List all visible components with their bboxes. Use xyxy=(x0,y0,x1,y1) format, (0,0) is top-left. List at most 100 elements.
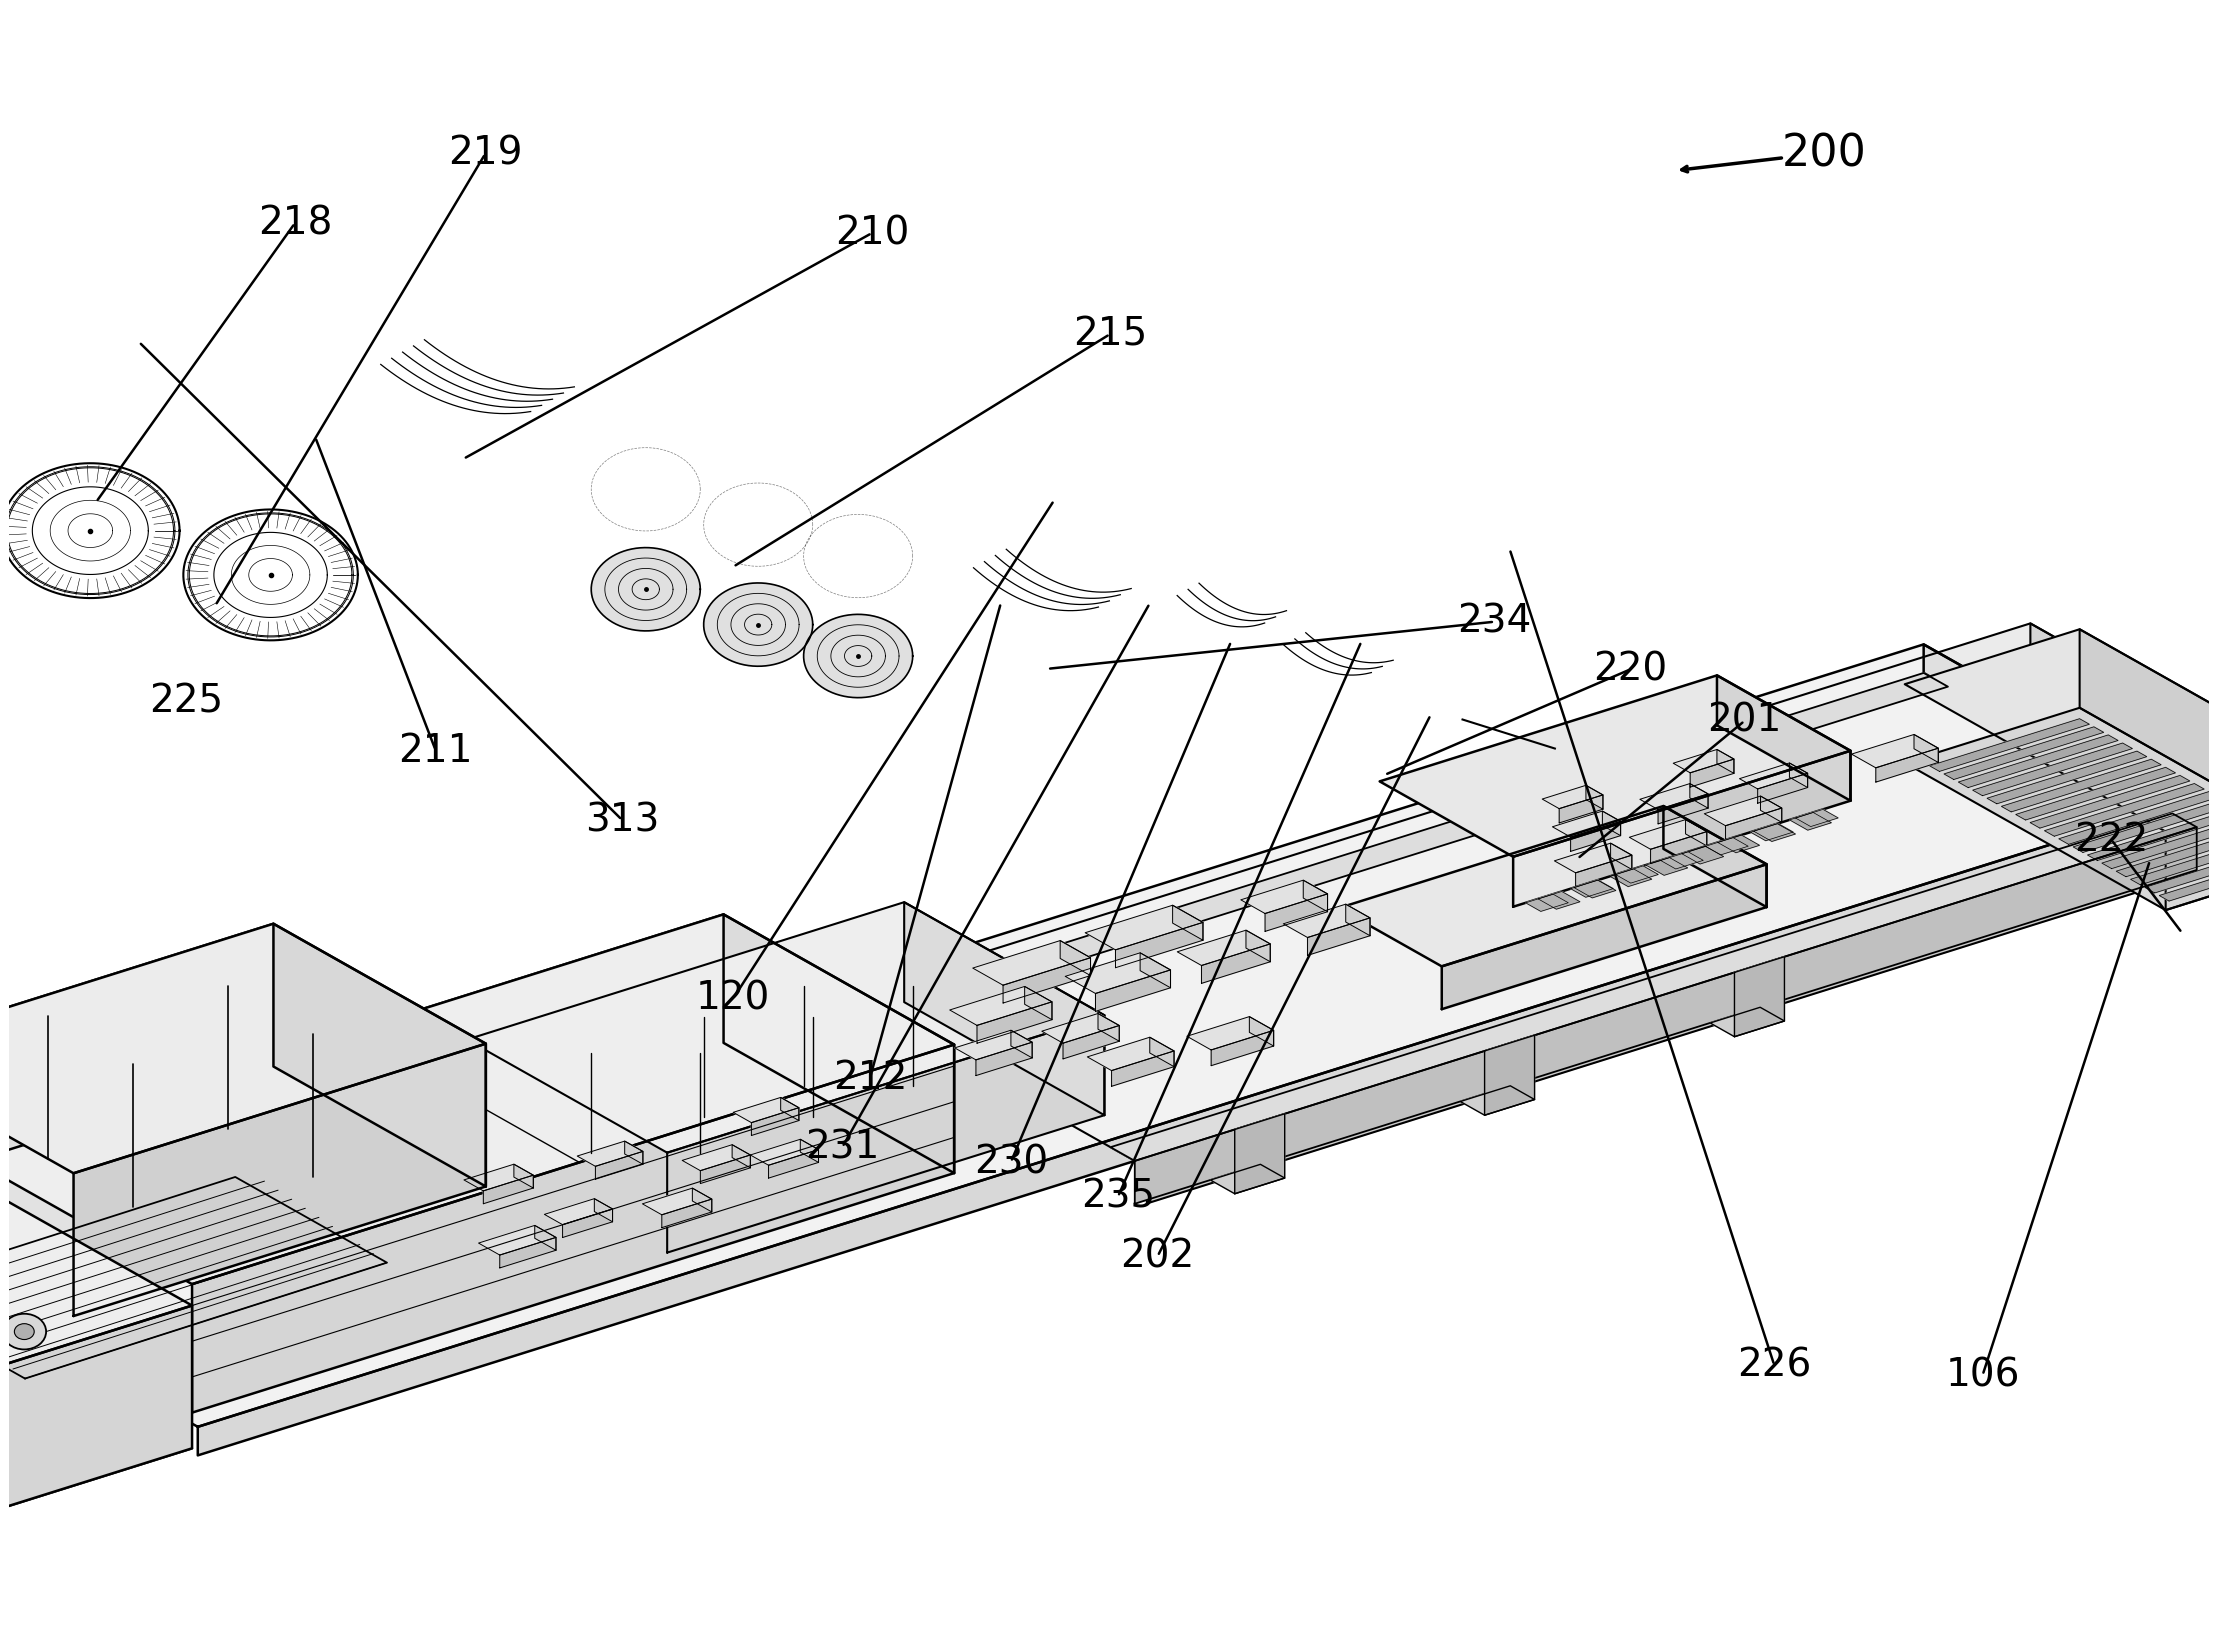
Polygon shape xyxy=(1304,880,1329,911)
Polygon shape xyxy=(2131,832,2218,885)
Polygon shape xyxy=(732,1144,750,1167)
Polygon shape xyxy=(1178,931,1271,965)
Polygon shape xyxy=(273,924,486,1187)
Polygon shape xyxy=(1757,773,1808,803)
Polygon shape xyxy=(1062,1026,1120,1059)
Polygon shape xyxy=(515,1164,532,1189)
Polygon shape xyxy=(479,1225,557,1254)
Polygon shape xyxy=(535,1225,557,1250)
Polygon shape xyxy=(703,583,812,667)
Polygon shape xyxy=(468,901,1105,1153)
Polygon shape xyxy=(0,924,486,1174)
Polygon shape xyxy=(73,1044,486,1315)
Polygon shape xyxy=(2058,791,2218,844)
Polygon shape xyxy=(1140,952,1171,988)
Polygon shape xyxy=(1136,828,2196,1204)
Polygon shape xyxy=(1111,1051,1173,1087)
Polygon shape xyxy=(1085,905,1202,949)
Polygon shape xyxy=(1042,1013,1120,1043)
Text: 202: 202 xyxy=(1120,1238,1196,1276)
Polygon shape xyxy=(1905,629,2218,831)
Polygon shape xyxy=(781,1097,798,1120)
Polygon shape xyxy=(577,1141,643,1166)
Polygon shape xyxy=(1987,750,2147,805)
Polygon shape xyxy=(1972,744,2131,796)
Polygon shape xyxy=(1703,796,1781,826)
Polygon shape xyxy=(1630,819,1708,849)
Polygon shape xyxy=(1646,857,1688,875)
Polygon shape xyxy=(668,1015,1105,1253)
Polygon shape xyxy=(464,1164,532,1190)
Polygon shape xyxy=(2160,849,2218,901)
Text: 212: 212 xyxy=(832,1059,907,1097)
Text: 200: 200 xyxy=(1781,133,1865,176)
Polygon shape xyxy=(2145,841,2218,893)
Polygon shape xyxy=(563,1209,612,1238)
Polygon shape xyxy=(543,1199,612,1225)
Polygon shape xyxy=(1672,749,1734,773)
Polygon shape xyxy=(801,1140,818,1163)
Polygon shape xyxy=(1247,931,1271,962)
Polygon shape xyxy=(1011,1030,1031,1057)
Polygon shape xyxy=(2165,777,2218,910)
Polygon shape xyxy=(484,1176,532,1204)
Polygon shape xyxy=(592,548,701,631)
Text: 218: 218 xyxy=(257,204,333,241)
Ellipse shape xyxy=(13,1323,33,1340)
Polygon shape xyxy=(1717,749,1734,773)
Text: 234: 234 xyxy=(1457,603,1533,640)
Polygon shape xyxy=(0,1305,193,1530)
Polygon shape xyxy=(1754,824,1794,841)
Polygon shape xyxy=(1173,905,1202,941)
Polygon shape xyxy=(1710,1007,1785,1036)
Polygon shape xyxy=(594,1151,643,1179)
Polygon shape xyxy=(1513,750,1850,906)
Polygon shape xyxy=(949,987,1051,1025)
Polygon shape xyxy=(193,1044,954,1412)
Polygon shape xyxy=(1586,785,1604,810)
Polygon shape xyxy=(0,644,2196,1427)
Polygon shape xyxy=(1060,941,1091,975)
Polygon shape xyxy=(2001,759,2160,811)
Polygon shape xyxy=(661,1199,712,1228)
Polygon shape xyxy=(1484,1034,1535,1115)
Polygon shape xyxy=(1750,824,1792,841)
Polygon shape xyxy=(0,1182,193,1387)
Text: 220: 220 xyxy=(1593,650,1668,688)
Polygon shape xyxy=(905,901,1105,1115)
Polygon shape xyxy=(1706,837,1748,855)
Polygon shape xyxy=(1555,844,1632,874)
Polygon shape xyxy=(1690,783,1708,808)
Polygon shape xyxy=(1459,1085,1535,1115)
Polygon shape xyxy=(1650,831,1708,864)
Polygon shape xyxy=(1852,734,1939,768)
Polygon shape xyxy=(1681,846,1723,864)
Text: 211: 211 xyxy=(399,732,472,770)
Text: 120: 120 xyxy=(696,980,770,1018)
Text: 226: 226 xyxy=(1737,1346,1812,1384)
Polygon shape xyxy=(1526,895,1568,911)
Text: 225: 225 xyxy=(149,681,224,721)
Polygon shape xyxy=(1096,970,1171,1011)
Polygon shape xyxy=(1943,727,2103,780)
Polygon shape xyxy=(2045,783,2205,836)
Text: 106: 106 xyxy=(1945,1356,2021,1394)
Ellipse shape xyxy=(2,1314,47,1350)
Polygon shape xyxy=(1149,1038,1173,1067)
Polygon shape xyxy=(0,924,273,1195)
Polygon shape xyxy=(692,1189,712,1212)
Text: 201: 201 xyxy=(1708,701,1781,741)
Text: 231: 231 xyxy=(805,1128,881,1166)
Polygon shape xyxy=(1615,865,1659,883)
Polygon shape xyxy=(1876,749,1939,782)
Polygon shape xyxy=(625,1141,643,1164)
Polygon shape xyxy=(2029,624,2218,831)
Polygon shape xyxy=(1790,813,1832,831)
Text: 210: 210 xyxy=(834,213,909,251)
Polygon shape xyxy=(1116,923,1202,967)
Polygon shape xyxy=(954,1030,1031,1059)
Polygon shape xyxy=(1661,852,1703,869)
Polygon shape xyxy=(803,614,912,698)
Polygon shape xyxy=(863,673,1947,1020)
Polygon shape xyxy=(0,1325,193,1530)
